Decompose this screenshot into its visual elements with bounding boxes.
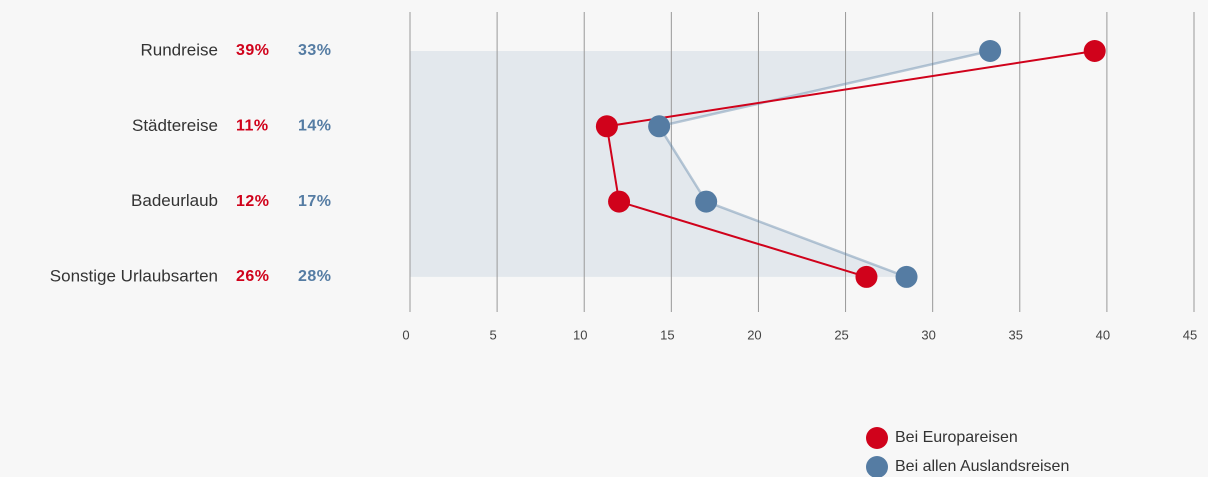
point — [608, 190, 631, 213]
legend-label: Bei Europareisen — [895, 429, 1018, 446]
category-label: Städtereise — [132, 116, 218, 135]
category-label: Badeurlaub — [131, 191, 218, 210]
category-label: Rundreise — [141, 40, 219, 59]
value-label: 33% — [298, 42, 332, 59]
area — [410, 51, 991, 277]
x-tick-label: 45 — [1183, 327, 1197, 342]
x-tick-label: 10 — [573, 327, 587, 342]
x-tick-label: 15 — [660, 327, 674, 342]
value-label: 12% — [236, 193, 270, 210]
legend-marker — [866, 427, 888, 449]
value-label: 17% — [298, 193, 332, 210]
x-tick-label: 35 — [1009, 327, 1023, 342]
point — [855, 265, 878, 288]
value-label: 11% — [236, 118, 269, 135]
x-tick-label: 30 — [921, 327, 935, 342]
value-label: 28% — [298, 268, 332, 285]
series-line — [657, 49, 991, 279]
value-label: 26% — [236, 268, 270, 285]
point — [895, 265, 918, 288]
legend-marker — [866, 456, 888, 477]
x-tick-label: 25 — [834, 327, 848, 342]
category-label: Sonstige Urlaubsarten — [50, 266, 218, 285]
value-label: 39% — [236, 42, 270, 59]
point — [695, 190, 718, 213]
legend-label: Bei allen Auslandsreisen — [895, 458, 1069, 475]
x-tick-label: 0 — [402, 327, 409, 342]
point — [979, 40, 1002, 62]
value-label: 14% — [298, 118, 332, 135]
x-tick-label: 20 — [747, 327, 761, 342]
point — [595, 115, 618, 138]
point — [648, 115, 671, 138]
x-tick-label: 5 — [489, 327, 496, 342]
x-tick-label: 40 — [1096, 327, 1110, 342]
point — [1083, 40, 1106, 62]
series-line — [605, 50, 1095, 278]
